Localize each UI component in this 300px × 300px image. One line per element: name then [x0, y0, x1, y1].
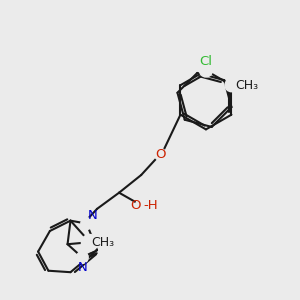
- Text: -H: -H: [144, 200, 158, 212]
- Text: N: N: [88, 209, 98, 222]
- Circle shape: [154, 148, 166, 160]
- Text: CH₃: CH₃: [91, 236, 114, 249]
- Text: Cl: Cl: [200, 55, 212, 68]
- Circle shape: [225, 79, 238, 92]
- Text: CH₃: CH₃: [235, 79, 258, 92]
- Circle shape: [81, 235, 98, 251]
- Circle shape: [200, 64, 212, 77]
- Circle shape: [136, 199, 148, 212]
- Circle shape: [81, 218, 93, 230]
- Circle shape: [76, 252, 88, 263]
- Text: O: O: [130, 200, 140, 212]
- Text: N: N: [78, 261, 88, 274]
- Text: O: O: [155, 148, 166, 161]
